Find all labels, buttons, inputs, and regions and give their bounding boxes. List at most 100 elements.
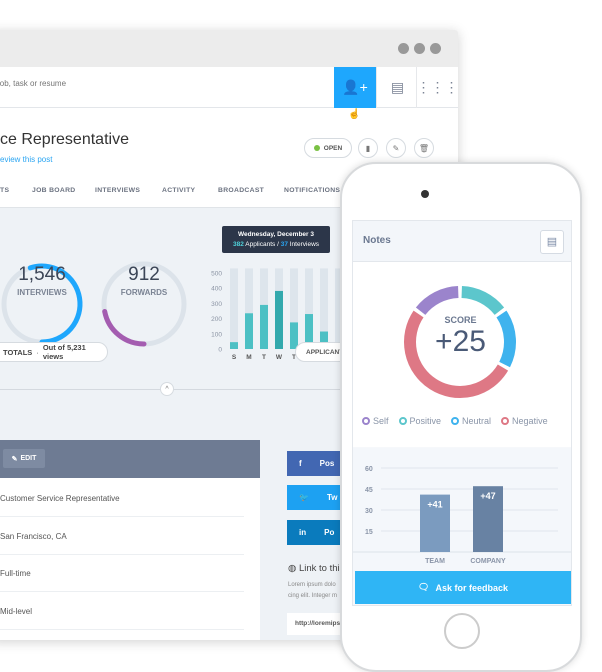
legend-negative: Negative: [501, 416, 548, 426]
totals-label: TOTALS: [3, 347, 33, 357]
x-tick-label: T: [292, 354, 296, 361]
y-tick-label: 15: [365, 529, 373, 536]
x-tick-label: W: [276, 354, 283, 361]
donut-segment-negative: [404, 310, 509, 398]
chat-icon: 🗨: [418, 582, 430, 592]
edit-button[interactable]: ✎: [386, 138, 406, 158]
calendar-button[interactable]: ▤: [376, 67, 418, 108]
bar: [290, 322, 298, 349]
legend-neutral: Neutral: [451, 416, 491, 426]
twitter-icon: 🐦: [299, 493, 309, 502]
totals-detail: Out of 5,231 views: [42, 343, 86, 361]
status-dot-icon: [313, 145, 320, 151]
detail-row-type: Full-time: [0, 555, 244, 592]
preview-link[interactable]: eview this post: [0, 155, 53, 164]
trash-icon: 🗑: [418, 143, 430, 153]
tab-notifications[interactable]: NOTIFICATIONS: [284, 187, 341, 194]
y-tick-label: 200: [211, 316, 222, 323]
link-description: Lorem ipsum dolo cing elit. Integer m: [288, 580, 337, 602]
x-tick-label: TEAM: [425, 558, 445, 565]
score-title: SCORE: [444, 315, 477, 325]
apps-button[interactable]: ⋮⋮⋮: [416, 67, 458, 108]
bookmark-icon: ▮: [365, 143, 371, 153]
linkedin-post-button[interactable]: in Po: [287, 520, 347, 545]
interviews-ring: [27, 263, 83, 345]
detail-row-level: Mid-level: [0, 593, 244, 630]
tooltip-interviews: 37: [280, 241, 288, 248]
tab-broadcast[interactable]: BROADCAST: [218, 187, 265, 194]
chart-tooltip: Wednesday, December 3 382 Applicants / 3…: [222, 226, 330, 253]
bar-data-label: +47: [480, 491, 495, 501]
page-title: ce Representative: [0, 131, 129, 148]
share-url-field[interactable]: http://loremips: [287, 613, 347, 635]
edit-details-button[interactable]: ✎ EDIT: [3, 449, 45, 468]
tooltip-applicants-label: Applicants /: [245, 241, 279, 248]
window-dot[interactable]: [414, 43, 425, 54]
legend-positive: Positive: [398, 416, 441, 426]
twitter-post-button[interactable]: 🐦 Tw: [287, 485, 347, 510]
legend-label: Neutral: [462, 416, 492, 426]
circle-icon: [362, 417, 370, 425]
legend-self: Self: [362, 416, 389, 426]
link-heading: ◍ Link to thi: [288, 563, 340, 574]
bookmark-button[interactable]: ▮: [358, 138, 378, 158]
tab-job-board[interactable]: JOB BOARD: [32, 187, 76, 194]
bar: [260, 304, 268, 349]
y-tick-label: 300: [211, 301, 222, 308]
ask-feedback-button[interactable]: 🗨 Ask for feedback: [355, 571, 571, 604]
user-plus-icon: 👤+: [342, 79, 368, 95]
circle-icon: [398, 417, 407, 425]
pencil-icon: ✎: [392, 143, 400, 153]
y-tick-label: 60: [365, 466, 373, 473]
collapse-button[interactable]: ^: [160, 382, 174, 396]
team-company-chart: 15 30 45 60 +41 TEAM +47 COMPANY: [353, 448, 571, 572]
tab-interviews[interactable]: INTERVIEWS: [95, 187, 141, 194]
window-dot[interactable]: [398, 43, 409, 54]
stats-rings: 0100200300400500SMTWTFSS: [1, 261, 343, 361]
score-legend: Self Positive Neutral Negative: [362, 416, 548, 426]
totals-button[interactable]: TOTALS · Out of 5,231 views: [0, 342, 108, 362]
delete-button[interactable]: 🗑: [414, 138, 434, 158]
donut-segment-positive: [461, 286, 505, 316]
chevron-up-icon: ^: [165, 385, 169, 393]
detail-row-location: San Francisco, CA: [0, 518, 244, 555]
legend-label: Negative: [512, 416, 548, 426]
facebook-post-button[interactable]: f Pos: [287, 451, 347, 476]
bar: [230, 342, 238, 349]
calendar-icon: ▤: [390, 79, 405, 95]
camera-icon: [421, 190, 429, 198]
bar-background: [320, 268, 328, 349]
bar-background: [245, 268, 253, 349]
forwards-stat: 912 FORWARDS: [99, 264, 189, 297]
forwards-count: 912: [128, 264, 160, 285]
feedback-label: Ask for feedback: [435, 582, 508, 593]
interviews-stat: 1,546 INTERVIEWS: [0, 264, 87, 297]
bar-background: [305, 268, 313, 349]
pencil-icon: ✎: [11, 455, 18, 463]
divider: [0, 389, 458, 390]
y-tick-label: 100: [211, 331, 222, 338]
search-input[interactable]: [0, 79, 198, 88]
x-tick-label: T: [262, 354, 266, 361]
window-dot[interactable]: [430, 43, 441, 54]
notes-title: Notes: [363, 235, 391, 246]
search-bar: 👤+ ▤ ⋮⋮⋮ ☝: [0, 67, 458, 120]
tab-results[interactable]: TS: [0, 187, 10, 194]
status-badge[interactable]: OPEN: [304, 138, 352, 158]
linkedin-label: Po: [324, 528, 335, 537]
status-label: OPEN: [323, 144, 343, 152]
twitter-label: Tw: [326, 493, 338, 502]
tooltip-interviews-label: Interviews: [289, 241, 320, 248]
circle-icon: [451, 417, 460, 425]
add-candidate-button[interactable]: 👤+: [334, 67, 376, 108]
tab-activity[interactable]: ACTIVITY: [162, 187, 196, 194]
add-note-button[interactable]: ▤: [540, 230, 564, 254]
y-tick-label: 45: [365, 487, 373, 494]
y-tick-label: 0: [218, 347, 222, 354]
circle-icon: [501, 417, 510, 425]
donut-segment-neutral: [496, 310, 516, 368]
lorem-line: cing elit. Integer m: [288, 593, 338, 599]
bar: [305, 314, 313, 349]
donut-segment-self: [415, 286, 459, 316]
home-button[interactable]: [444, 613, 480, 649]
